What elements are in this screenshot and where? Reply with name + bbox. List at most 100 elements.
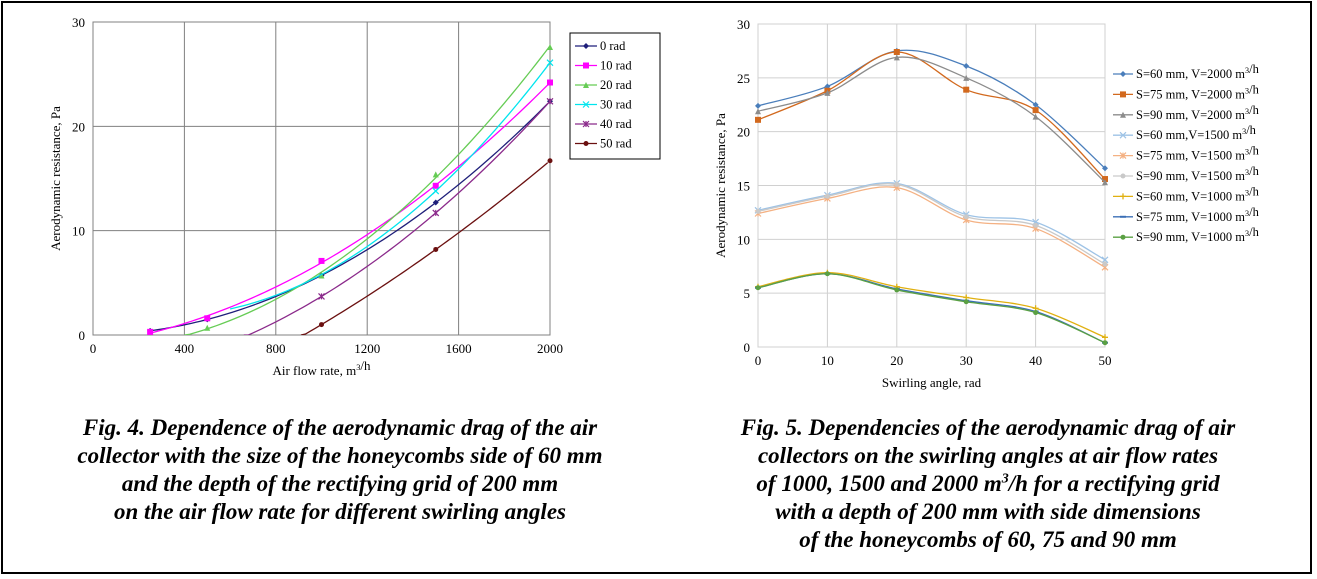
series-line-4 — [758, 182, 1105, 261]
data-point-9 — [963, 299, 969, 305]
y-tick-label: 10 — [72, 224, 85, 239]
data-point-2 — [547, 79, 553, 86]
legend: S=60 mm, V=2000 m3/hS=75 mm, V=2000 m3/h… — [1113, 62, 1260, 244]
x-tick-label: 30 — [960, 353, 973, 368]
data-point-6 — [824, 193, 830, 199]
x-tick-label: 40 — [1029, 353, 1042, 368]
series-line-8 — [758, 273, 1105, 344]
legend-marker-2 — [1120, 91, 1126, 98]
data-point-9 — [894, 287, 900, 293]
x-tick-label: 400 — [175, 341, 195, 356]
data-point-2 — [204, 315, 211, 322]
y-axis-label: Aerodynamic resistance, Pa — [48, 106, 63, 251]
legend-marker-3 — [583, 82, 589, 88]
x-axis-label: Swirling angle, rad — [882, 375, 982, 390]
data-point-5 — [546, 97, 554, 105]
legend-marker-3 — [1120, 111, 1126, 118]
legend-label-8: S=75 mm, V=1000 m3/h — [1136, 205, 1260, 224]
data-point-5 — [432, 209, 440, 217]
x-tick-label: 20 — [890, 353, 903, 368]
data-point-3 — [893, 54, 900, 61]
legend-label-4: S=60 mm,V=1500 m3/h — [1136, 123, 1257, 142]
series-line-1 — [150, 103, 549, 332]
legend-label-2: 10 rad — [600, 59, 632, 73]
y-tick-label: 5 — [744, 286, 751, 301]
legend-label-2: S=75 mm, V=2000 m3/h — [1136, 82, 1260, 101]
legend-marker-1 — [1120, 71, 1126, 77]
data-point-3 — [432, 171, 439, 178]
series-line-7 — [758, 272, 1105, 338]
data-point-6 — [1102, 261, 1108, 267]
chart-group-1: 0 400 800 1200 1600 2000 0 10 20 30 Air flow rate,… — [48, 15, 661, 378]
legend-label-1: 0 rad — [600, 39, 626, 53]
data-point-3 — [318, 272, 325, 279]
legend-label-1: S=60 mm, V=2000 m3/h — [1136, 62, 1260, 81]
y-tick-label: 15 — [737, 179, 750, 194]
y-tick-label: 10 — [737, 232, 750, 247]
data-point-6 — [319, 322, 324, 328]
data-point-1 — [1032, 101, 1039, 108]
series-line-2 — [758, 51, 1105, 180]
caption-fig4-line-2: collector with the size of the honeycomb… — [77, 443, 603, 468]
data-point-9 — [824, 271, 830, 277]
x-tick-label: 50 — [1099, 353, 1112, 368]
data-point-2 — [893, 48, 900, 55]
caption-fig5-line-4: with a depth of 200 mm with side dimensi… — [775, 499, 1201, 524]
legend-label-7: S=60 mm, V=1000 m3/h — [1136, 184, 1260, 203]
data-point-4 — [1101, 256, 1109, 264]
caption-fig4-line-3: and the depth of the rectifying grid of … — [121, 471, 559, 496]
y-tick-label: 20 — [72, 119, 85, 134]
caption-fig5-line-5: of the honeycombs of 60, 75 and 90 mm — [799, 527, 1177, 552]
caption-fig5-line-1: Fig. 5. Dependencies of the aerodynamic … — [740, 415, 1236, 440]
x-tick-label: 1200 — [354, 341, 380, 356]
y-tick-label: 20 — [737, 125, 750, 140]
legend-marker-5 — [1119, 152, 1127, 160]
plot-area — [92, 21, 551, 336]
x-tick-label: 10 — [821, 353, 834, 368]
legend-label-5: 40 rad — [600, 117, 632, 131]
legend-label-6: 50 rad — [600, 137, 632, 151]
data-point-9 — [1102, 340, 1108, 346]
caption-fig5: Fig. 5. Dependencies of the aerodynamic … — [688, 414, 1288, 554]
legend-marker-8 — [1120, 215, 1126, 218]
data-point-3 — [824, 89, 831, 96]
data-point-3 — [547, 44, 553, 51]
data-point-6 — [894, 181, 900, 187]
data-point-3 — [204, 324, 211, 331]
data-point-6 — [755, 208, 761, 214]
series-line-2 — [149, 84, 549, 334]
legend-box — [569, 32, 661, 160]
x-tick-label: 800 — [266, 341, 286, 356]
legend-marker-9 — [1120, 234, 1126, 240]
data-point-1 — [1102, 165, 1108, 172]
data-point-4 — [546, 59, 554, 67]
data-point-1 — [432, 199, 439, 206]
y-tick-label: 25 — [737, 71, 750, 86]
y-tick-label: 0 — [79, 328, 86, 343]
chart-group-2: 0 10 20 30 40 50 0 5 10 15 20 25 30 Swirling angle, r… — [713, 17, 1260, 390]
legend-marker-2 — [583, 62, 589, 69]
series-line-3 — [184, 45, 550, 335]
caption-fig5-line-2: collectors on the swirling angles at air… — [757, 443, 1219, 468]
legend-label-5: S=75 mm, V=1500 m3/h — [1136, 144, 1260, 163]
caption-fig5-line-3: of 1000, 1500 and 2000 m3/h for a rectif… — [756, 471, 1220, 496]
data-point-2 — [432, 182, 439, 189]
data-point-2 — [963, 86, 970, 93]
legend-marker-1 — [583, 43, 589, 49]
caption-fig4-line-1: Fig. 4. Dependence of the aerodynamic dr… — [82, 415, 598, 440]
legend-label-4: 30 rad — [600, 98, 632, 112]
plot-area — [757, 23, 1106, 348]
data-point-3 — [1032, 113, 1039, 120]
data-point-5 — [318, 292, 325, 300]
x-tick-label: 2000 — [537, 341, 563, 356]
data-point-9 — [755, 285, 761, 291]
legend-label-3: S=90 mm, V=2000 m3/h — [1136, 103, 1260, 122]
x-tick-label: 1600 — [446, 341, 472, 356]
data-point-3 — [1102, 179, 1108, 186]
legend-label-3: 20 rad — [600, 78, 632, 92]
legend-label-6: S=90 mm, V=1500 m3/h — [1136, 164, 1260, 183]
x-axis-label: Air flow rate, m3/h — [272, 358, 371, 378]
series-line-9 — [758, 273, 1105, 344]
